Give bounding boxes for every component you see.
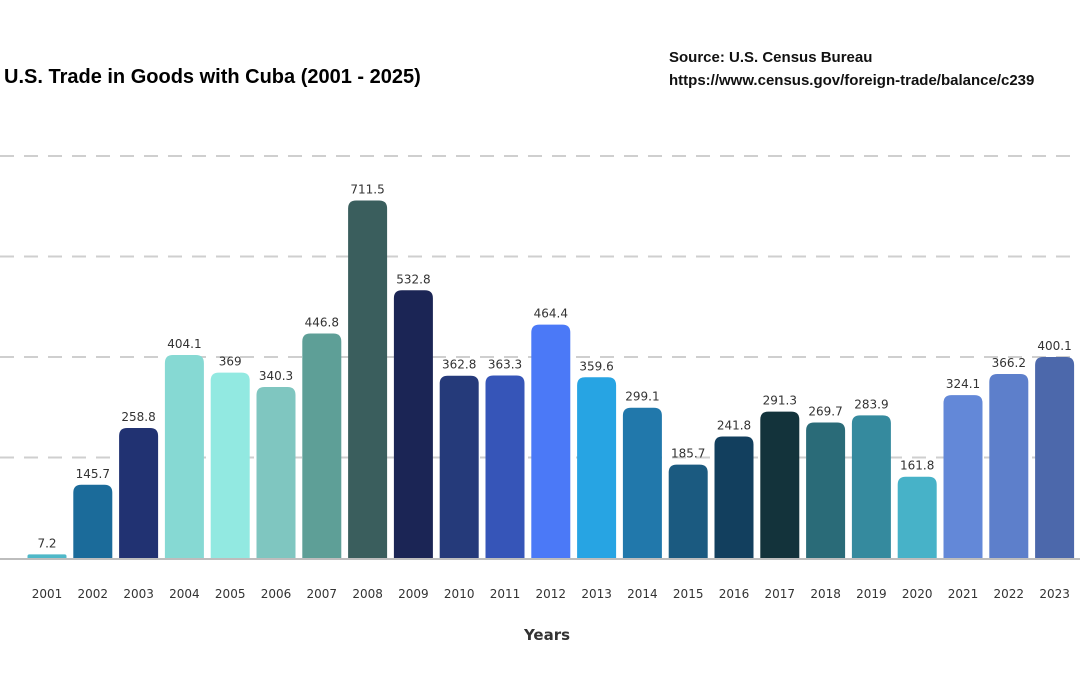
x-tick-2007: 2007 — [307, 587, 338, 601]
bar-2017 — [760, 411, 800, 558]
x-tick-2023: 2023 — [1039, 587, 1070, 601]
bar-2015 — [668, 464, 708, 558]
bar-2008 — [348, 200, 388, 558]
data-label-2007: 446.8 — [305, 315, 339, 329]
x-axis-title: Years — [523, 626, 570, 644]
data-label-2020: 161.8 — [900, 459, 934, 473]
x-tick-2003: 2003 — [123, 587, 154, 601]
x-tick-2020: 2020 — [902, 587, 933, 601]
bar-2019 — [851, 415, 891, 558]
data-label-2012: 464.4 — [534, 307, 568, 321]
data-label-2005: 369 — [219, 355, 242, 369]
x-tick-2011: 2011 — [490, 587, 521, 601]
data-label-2023: 400.1 — [1037, 339, 1071, 353]
data-label-2008: 711.5 — [350, 182, 384, 196]
bar-2014 — [622, 407, 662, 558]
x-tick-2016: 2016 — [719, 587, 750, 601]
x-tick-2012: 2012 — [536, 587, 567, 601]
x-tick-2002: 2002 — [78, 587, 109, 601]
bar-2002 — [73, 484, 113, 558]
data-label-2015: 185.7 — [671, 447, 705, 461]
bar-2005 — [210, 372, 250, 558]
data-label-2001: 7.2 — [37, 536, 56, 550]
x-tick-2008: 2008 — [352, 587, 383, 601]
source-line: Source: U.S. Census Bureau — [669, 49, 873, 66]
bar-2018 — [806, 422, 846, 558]
data-label-2006: 340.3 — [259, 369, 293, 383]
data-labels: 7.2 145.7 258.8 404.1 369 340.3 446.8 711.5 532.… — [37, 182, 1071, 550]
x-tick-labels: 2001 2002 2003 2004 2005 2006 2007 2008 2009 2010… — [32, 587, 1070, 601]
bars — [27, 200, 1075, 558]
bar-2004 — [164, 354, 204, 558]
bar-2021 — [943, 395, 983, 558]
x-tick-2022: 2022 — [994, 587, 1025, 601]
data-label-2009: 532.8 — [396, 272, 430, 286]
x-tick-2006: 2006 — [261, 587, 292, 601]
data-label-2013: 359.6 — [579, 359, 613, 373]
x-tick-2014: 2014 — [627, 587, 658, 601]
data-label-2018: 269.7 — [808, 404, 842, 418]
data-label-2003: 258.8 — [121, 410, 155, 424]
x-tick-2010: 2010 — [444, 587, 475, 601]
data-label-2002: 145.7 — [76, 467, 110, 481]
data-label-2004: 404.1 — [167, 337, 201, 351]
data-label-2016: 241.8 — [717, 418, 751, 432]
bar-2016 — [714, 436, 754, 558]
x-tick-2021: 2021 — [948, 587, 979, 601]
data-label-2019: 283.9 — [854, 397, 888, 411]
bar-2010 — [439, 375, 479, 558]
source-url: https://www.census.gov/foreign-trade/bal… — [669, 72, 1035, 89]
bar-2007 — [302, 333, 342, 558]
x-tick-2018: 2018 — [810, 587, 841, 601]
x-tick-2001: 2001 — [32, 587, 63, 601]
data-label-2022: 366.2 — [992, 356, 1026, 370]
bar-2020 — [897, 476, 937, 558]
bar-2011 — [485, 375, 525, 558]
x-tick-2005: 2005 — [215, 587, 246, 601]
bar-2012 — [531, 324, 571, 558]
data-label-2021: 324.1 — [946, 377, 980, 391]
bar-2022 — [989, 373, 1029, 558]
chart-title: U.S. Trade in Goods with Cuba (2001 - 20… — [4, 66, 421, 88]
data-label-2011: 363.3 — [488, 357, 522, 371]
x-tick-2013: 2013 — [581, 587, 612, 601]
bar-2023 — [1035, 356, 1075, 558]
x-tick-2009: 2009 — [398, 587, 429, 601]
bar-2009 — [393, 290, 433, 558]
bar-2001 — [27, 554, 67, 558]
source-note: Source: U.S. Census Bureau https://www.c… — [669, 46, 1034, 92]
bar-2006 — [256, 386, 296, 558]
x-tick-2019: 2019 — [856, 587, 887, 601]
bar-2003 — [119, 427, 159, 558]
x-tick-2004: 2004 — [169, 587, 200, 601]
bar-2013 — [577, 377, 617, 558]
x-tick-2017: 2017 — [765, 587, 796, 601]
x-tick-2015: 2015 — [673, 587, 704, 601]
data-label-2014: 299.1 — [625, 390, 659, 404]
data-label-2017: 291.3 — [763, 394, 797, 408]
data-label-2010: 362.8 — [442, 358, 476, 372]
